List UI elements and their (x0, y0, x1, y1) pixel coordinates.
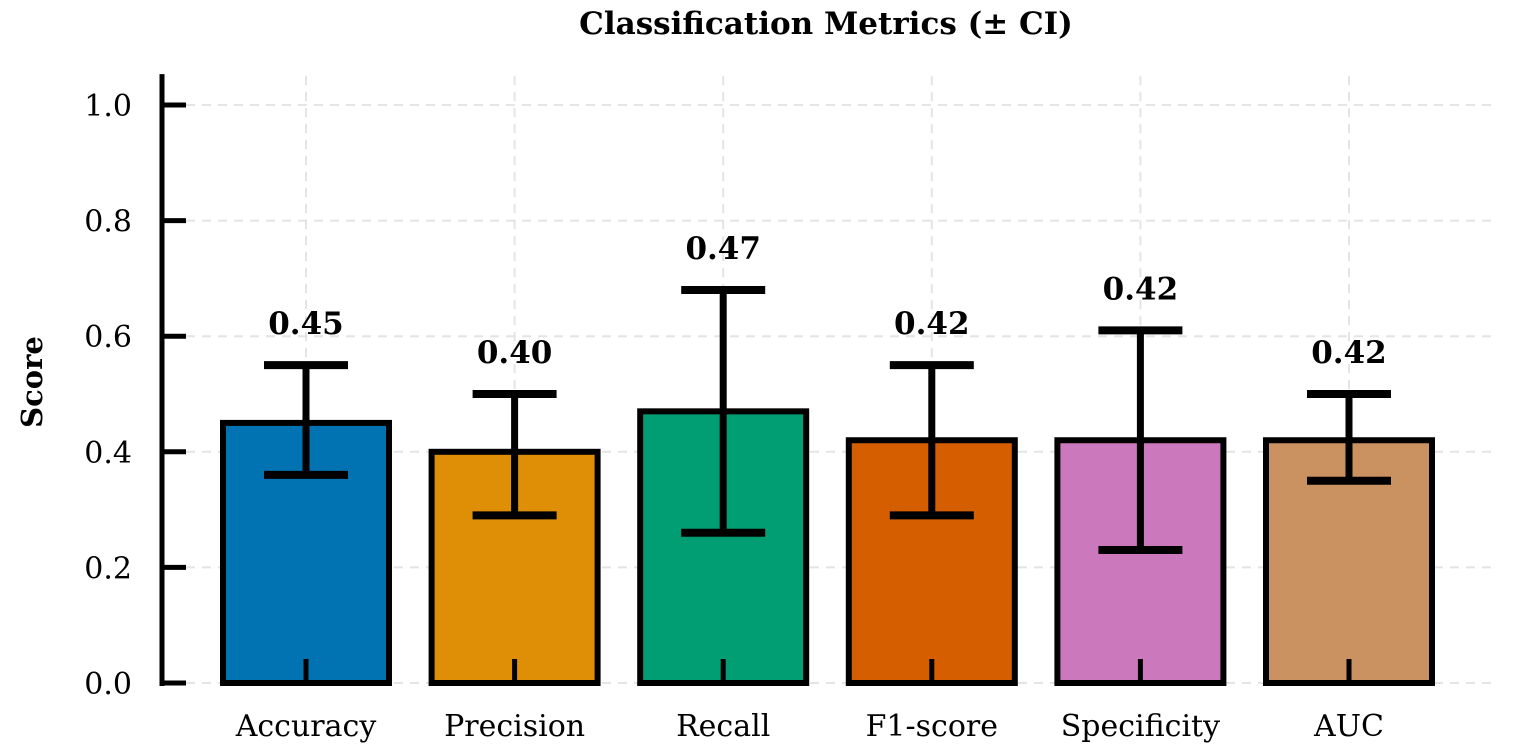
bar-value-label: 0.42 (1103, 271, 1179, 307)
bar-value-label: 0.47 (685, 231, 761, 267)
y-tick-label: 0.8 (84, 205, 132, 240)
x-tick-label: F1-score (866, 709, 998, 744)
bar (1054, 437, 1227, 686)
y-tick-label: 0.2 (84, 551, 132, 586)
x-tick-label: Precision (444, 709, 585, 744)
y-tick-label: 0.4 (84, 436, 132, 471)
x-tick-label: Accuracy (235, 709, 377, 744)
chart-title: Classification Metrics (± CI) (579, 6, 1073, 42)
y-axis-label: Score (15, 336, 49, 428)
bar-value-label: 0.40 (477, 335, 553, 371)
x-tick-label: Recall (676, 709, 770, 744)
y-tick-label: 0.6 (84, 320, 132, 355)
value-labels: 0.45 0.40 0.47 0.42 0.42 0.42 (268, 231, 1387, 371)
axes: 0.0 0.2 0.4 0.6 0.8 1.0 Accuracy Precision Recal… (84, 74, 1384, 744)
y-tick-label: 0.0 (84, 667, 132, 702)
bar-value-label: 0.45 (268, 306, 344, 342)
y-tick-label: 1.0 (84, 89, 132, 124)
x-tick-label: AUC (1313, 709, 1384, 744)
error-bars (264, 285, 1391, 555)
bar-value-label: 0.42 (1311, 335, 1387, 371)
x-tick-label: Specificity (1061, 709, 1220, 744)
bar-value-label: 0.42 (894, 306, 970, 342)
